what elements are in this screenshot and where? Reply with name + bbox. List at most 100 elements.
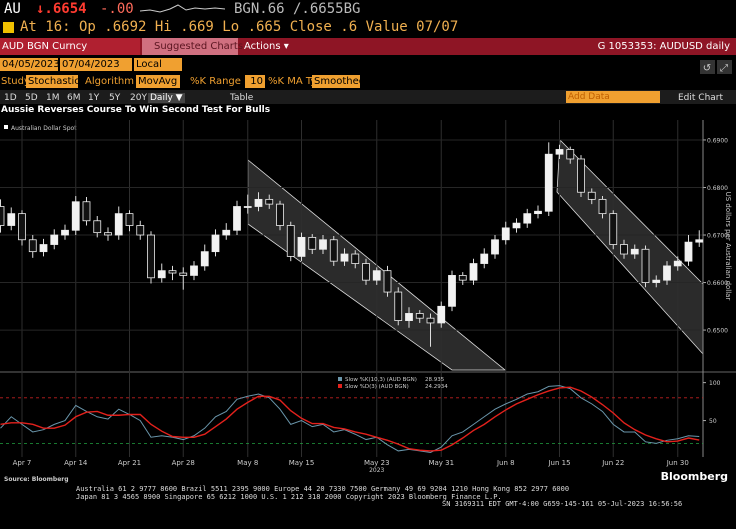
y-tick-label: 0.6600 — [707, 280, 728, 287]
y-axis-label: US dollars per Australian dollar — [724, 192, 732, 301]
candle-body — [168, 270, 177, 274]
candle-body — [673, 260, 682, 267]
algorithm: Algorithm Ch.. — [85, 76, 157, 87]
svg-text:⤢: ⤢ — [720, 63, 728, 74]
candle-body — [362, 263, 370, 281]
candle-body — [114, 213, 123, 236]
footer-lines: Australia 61 2 9777 8600 Brazil 5511 239… — [76, 485, 683, 509]
frequency[interactable]: Daily ▼ — [148, 93, 185, 103]
candle-body — [147, 234, 155, 279]
movavg[interactable]: MovAvg Of — [136, 75, 180, 100]
candle-body — [501, 227, 510, 241]
stats: At 16: Op .6692 Hi .669 Lo .665 Close .6… — [20, 19, 459, 35]
candle-body — [491, 239, 499, 255]
source: Source: Bloomberg — [4, 476, 69, 483]
icon — [3, 22, 14, 33]
y-tick-label: 0.6700 — [707, 233, 728, 240]
currency[interactable]: Local CCY — [134, 58, 182, 83]
change: -.00 — [100, 1, 134, 17]
ticker-bar: AU ↓.6654 -.00 BGN.66 /.6655BG — [0, 0, 736, 18]
candle-body — [426, 317, 435, 324]
k-ma[interactable]: Smoothed — [312, 75, 366, 88]
footer-line: SN 3169311 EDT GMT-4:00 G659-145-161 05-… — [442, 500, 683, 508]
candle-body — [351, 253, 360, 264]
legend-label: Australian Dollar Spot — [11, 125, 77, 132]
legend-value: 28.935 — [425, 377, 445, 383]
security[interactable]: AUD BGN Curncy — [0, 38, 140, 55]
year-label: 2023 — [369, 467, 384, 474]
k-range-label: %K Range Pe... — [190, 76, 266, 87]
candle-body — [394, 291, 403, 321]
period[interactable]: 5D — [25, 93, 38, 103]
candle-body — [157, 270, 166, 279]
table[interactable]: Table — [230, 93, 254, 103]
candle-body — [50, 234, 59, 245]
edit-chart[interactable]: Edit Chart — [678, 93, 724, 103]
candle-body — [577, 158, 585, 193]
x-tick-label: Apr 28 — [172, 459, 195, 467]
actions[interactable]: Actions ▾ — [244, 41, 289, 52]
candle-body — [233, 206, 241, 231]
k-ma-label: %K MA Type — [268, 76, 329, 87]
candle-body — [620, 244, 628, 255]
candle-body — [190, 265, 198, 276]
icons[interactable]: ↺ ⤢ — [700, 60, 734, 74]
candle-body — [308, 236, 317, 250]
candle-body — [652, 279, 661, 283]
candle-body — [265, 198, 274, 205]
period[interactable]: 1Y — [88, 93, 100, 103]
candle-body — [534, 210, 542, 215]
x-tick-label: Apr 21 — [118, 459, 141, 467]
price: ↓.6654 — [36, 1, 87, 17]
candle-body — [695, 239, 704, 243]
x-tick-label: Jun 30 — [666, 459, 689, 467]
stoch-line — [0, 385, 700, 453]
period[interactable]: 1M — [46, 93, 60, 103]
period[interactable]: 5Y — [109, 93, 121, 103]
study-label: Study — [1, 76, 30, 87]
candle-body — [383, 270, 392, 293]
legend-swatch — [338, 384, 342, 388]
candle-body — [587, 191, 596, 200]
y-tick-label: 100 — [709, 380, 721, 387]
study-name[interactable]: Stochastics — [26, 75, 85, 88]
candle-body — [641, 248, 650, 283]
x-tick-label: May 15 — [289, 459, 315, 467]
candle-body — [28, 239, 37, 253]
legend-swatch — [338, 377, 342, 381]
period[interactable]: 6M — [67, 93, 81, 103]
y-tick-label: 0.6800 — [707, 185, 728, 192]
quote: BGN.66 /.6655BG — [234, 1, 361, 17]
candle-body — [297, 236, 306, 257]
candle-body — [555, 149, 564, 155]
candle-body — [211, 234, 220, 253]
start-date[interactable]: 04/05/2023 — [0, 58, 60, 71]
legend-label: Slow %D(3) (AUD BGN) — [345, 384, 409, 390]
candle-body — [329, 239, 338, 262]
period[interactable]: 1D — [4, 93, 17, 103]
candle-body — [71, 201, 80, 231]
x-tick-label: Jun 15 — [547, 459, 570, 467]
candle-body — [243, 206, 252, 208]
candle-body — [523, 213, 532, 224]
candle-body — [372, 270, 381, 281]
candle-body — [222, 229, 231, 236]
candle-body — [405, 313, 413, 321]
candle-body — [254, 198, 263, 207]
legend-swatch — [4, 125, 8, 129]
chart-title: Aussie Reverses Course To Win Second Tes… — [1, 105, 270, 115]
candle-body — [544, 153, 553, 212]
candle-body — [437, 305, 446, 324]
candle-body — [286, 225, 295, 257]
suggested-charts[interactable]: Suggested Charts — [142, 38, 243, 55]
add-data[interactable]: Add Data — [566, 91, 660, 103]
x-tick-label: May 31 — [428, 459, 454, 467]
period[interactable]: 20Y — [130, 93, 147, 103]
k-range[interactable]: 10 — [245, 75, 265, 88]
x-tick-label: Jun 8 — [496, 459, 515, 467]
brand: Bloomberg — [660, 470, 728, 483]
end-date[interactable]: 07/04/2023 — [60, 58, 132, 71]
x-tick-label: Jun 22 — [601, 459, 624, 467]
x-tick-label: May 23 — [364, 459, 390, 467]
